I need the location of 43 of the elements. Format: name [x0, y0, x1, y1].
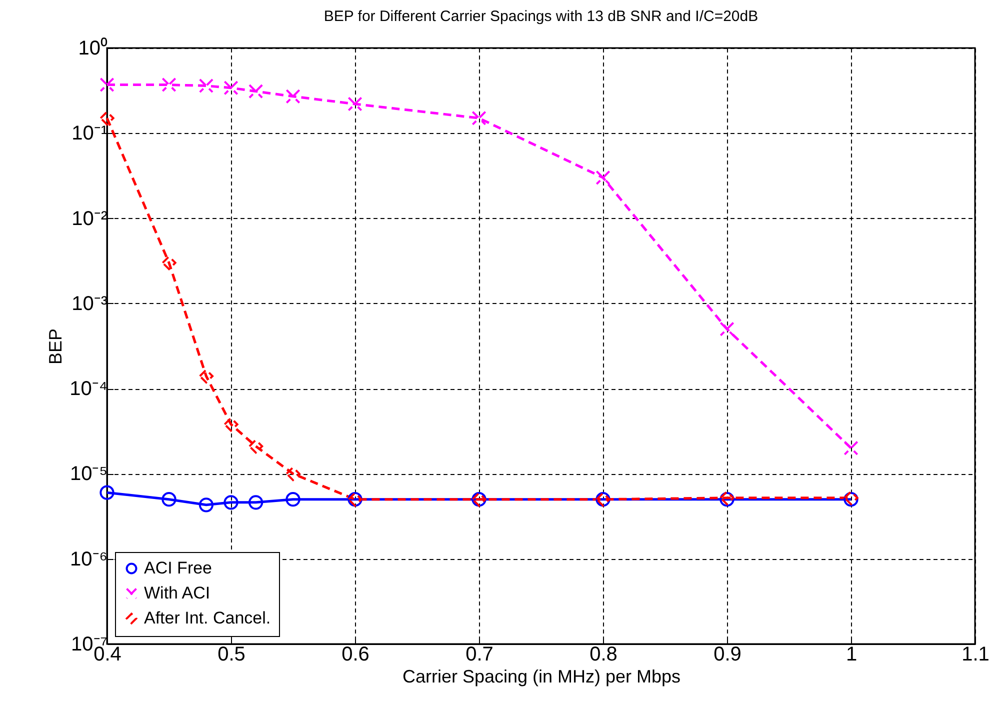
x-tick-label: 0.9 — [714, 644, 742, 666]
x-tick-label: 0.6 — [342, 644, 370, 666]
x-tick-label: 1 — [846, 644, 858, 666]
point — [198, 368, 214, 384]
point — [286, 466, 300, 482]
x-axis-title: Carrier Spacing (in MHz) per Mbps — [402, 666, 681, 686]
point — [224, 417, 238, 432]
point — [224, 80, 238, 96]
y-tick-label: 10⁻² — [72, 208, 108, 230]
legend-label: With ACI — [144, 584, 210, 602]
point — [224, 495, 238, 510]
x-tick-label: 1.1 — [962, 644, 989, 666]
y-tick-label: 10⁻¹ — [72, 122, 108, 145]
point — [100, 110, 114, 126]
point — [472, 110, 486, 126]
point — [248, 84, 264, 99]
y-axis-title: BEP — [46, 328, 66, 365]
point — [720, 322, 734, 336]
point — [248, 495, 264, 510]
y-tick-label: 10⁻⁴ — [70, 378, 108, 400]
point — [348, 96, 362, 112]
y-tick-label: 10⁻⁵ — [70, 463, 108, 486]
point — [286, 492, 300, 507]
chart-title: BEP for Different Carrier Spacings with 13 dB SNR and I/C=20dB — [324, 8, 758, 25]
point — [198, 498, 214, 512]
point — [162, 492, 176, 507]
point — [844, 440, 858, 456]
y-tick-label: 10⁰ — [78, 36, 108, 60]
point — [100, 485, 114, 500]
point — [162, 255, 176, 270]
x-tick-label: 0.8 — [590, 644, 618, 666]
legend-label: After Int. Cancel. — [144, 608, 271, 628]
point — [248, 438, 264, 454]
legend-label: ACI Free — [144, 558, 212, 578]
x-tick-label: 0.7 — [466, 644, 494, 666]
y-tick-label: 10⁻³ — [72, 292, 108, 315]
point — [596, 170, 610, 185]
x-tick-label: 0.5 — [218, 644, 246, 666]
point — [100, 77, 114, 92]
point — [162, 77, 176, 92]
point — [286, 89, 300, 104]
y-tick-label: 10⁻⁶ — [70, 548, 108, 570]
point — [198, 78, 214, 94]
